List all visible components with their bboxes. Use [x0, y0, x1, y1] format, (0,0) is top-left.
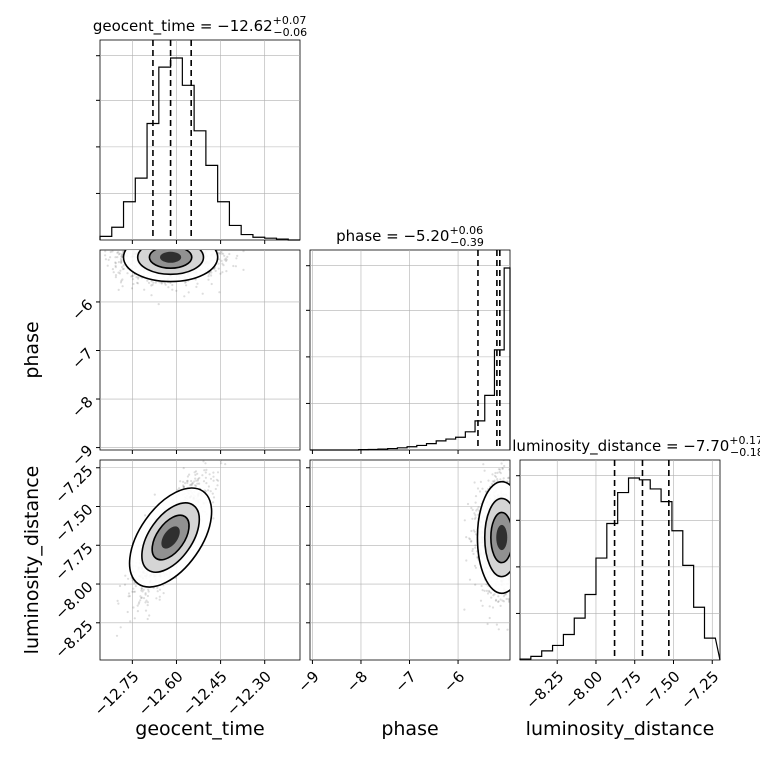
x-tick-label: −8.00 [561, 668, 606, 713]
density-level [161, 526, 180, 549]
x-tick-label: −12.30 [223, 668, 275, 720]
x-tick-label: −12.45 [179, 668, 231, 720]
y-axis-label-luminosity_distance: luminosity_distance [21, 466, 43, 655]
y-tick-label: −8.25 [51, 617, 96, 662]
x-axis-label-luminosity_distance: luminosity_distance [526, 718, 715, 740]
x-tick-label: −12.75 [91, 668, 143, 720]
scatter-luminosity_distance-vs-phase [309, 459, 511, 661]
x-axis-label-geocent_time: geocent_time [135, 718, 264, 740]
y-tick-label: −8.00 [51, 578, 96, 623]
x-axis-label-phase: phase [381, 718, 438, 740]
y-tick-label: −8 [68, 393, 96, 421]
x-tick-label: −7.25 [677, 668, 722, 713]
x-tick-label: −8.25 [522, 668, 567, 713]
scatter-luminosity_distance-vs-phase-contours [476, 480, 510, 595]
title-luminosity_distance: luminosity_distance = −7.70+0.17−0.18 [512, 434, 760, 459]
y-tick-label: −7.50 [51, 500, 96, 545]
x-tick-label: −7.50 [639, 668, 684, 713]
density-level [496, 524, 508, 551]
scatter-phase-vs-geocent_time-contours [122, 250, 219, 283]
x-tick-label: −7 [391, 668, 419, 696]
y-tick-label: −7 [68, 344, 96, 372]
title-phase: phase = −5.20+0.06 −0.39 [336, 224, 484, 249]
x-tick-label: −12.60 [135, 668, 187, 720]
hist-panel-luminosity_distance [519, 459, 721, 661]
x-tick-label: −9 [294, 668, 322, 696]
y-tick-label: −7.75 [51, 539, 96, 584]
scatter-phase-vs-geocent_time [99, 249, 301, 451]
hist-bars-phase [310, 267, 511, 451]
y-tick-label: −7.25 [51, 462, 96, 507]
density-level [159, 251, 182, 263]
hist-bars-geocent_time [99, 57, 300, 241]
scatter-luminosity_distance-vs-geocent_time-contours [128, 487, 213, 588]
x-tick-label: −6 [440, 668, 468, 696]
hist-panel-geocent_time [99, 39, 301, 241]
y-axis-label-phase: phase [21, 321, 43, 378]
x-tick-label: −7.75 [600, 668, 645, 713]
hist-panel-phase [309, 249, 511, 451]
y-tick-label: −6 [68, 296, 96, 324]
hist-bars-luminosity_distance [519, 477, 721, 661]
x-tick-label: −8 [343, 668, 371, 696]
title-geocent_time: geocent_time = −12.62+0.07 −0.06 [93, 14, 307, 39]
